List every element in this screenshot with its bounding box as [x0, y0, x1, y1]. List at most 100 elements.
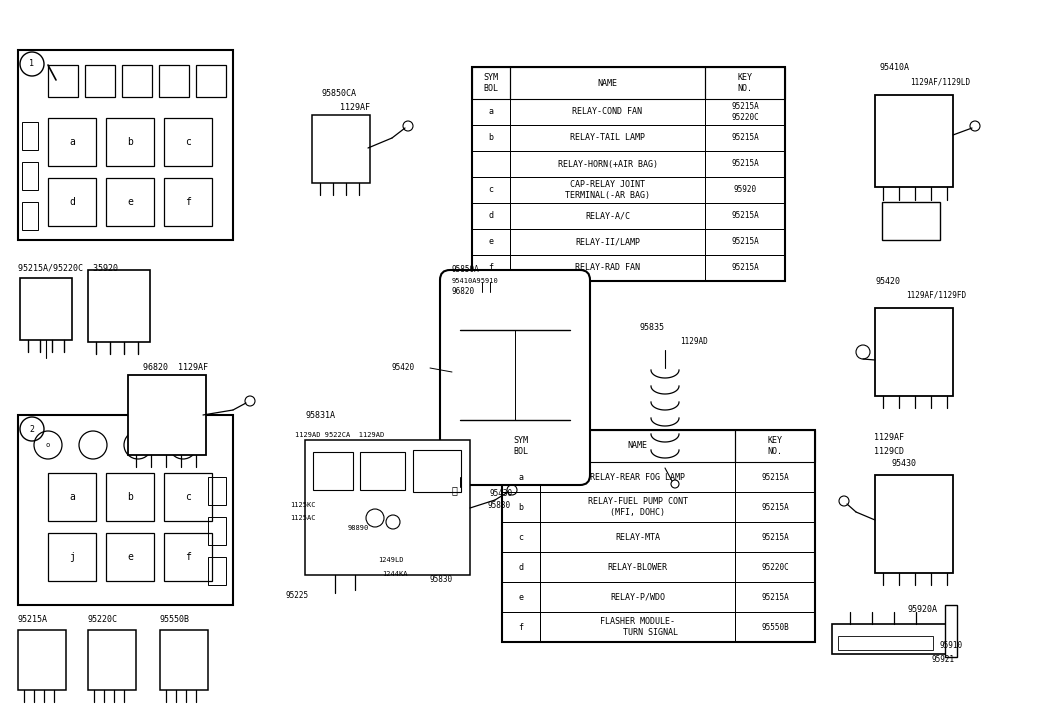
Text: 1129AD 9522CA  1129AD: 1129AD 9522CA 1129AD — [296, 432, 384, 438]
Text: j: j — [69, 552, 74, 562]
Text: 95215A/95220C  35920: 95215A/95220C 35920 — [18, 263, 118, 273]
Bar — [164, 118, 212, 166]
Text: 95850A: 95850A — [452, 265, 479, 275]
Text: RELAY-MTA: RELAY-MTA — [615, 532, 660, 542]
Text: RELAY-COND FAN: RELAY-COND FAN — [573, 108, 642, 116]
Text: RELAY-FUEL PUMP CONT
(MFI, DOHC): RELAY-FUEL PUMP CONT (MFI, DOHC) — [588, 497, 688, 517]
Text: a: a — [69, 137, 74, 147]
Text: RELAY-BLOWER: RELAY-BLOWER — [607, 563, 668, 571]
Text: 1129AD: 1129AD — [680, 337, 708, 347]
Text: 1129AF: 1129AF — [340, 103, 370, 111]
Bar — [48, 533, 96, 581]
Bar — [208, 557, 226, 585]
Bar — [735, 612, 815, 642]
Text: 1129AF: 1129AF — [874, 433, 904, 443]
Bar — [510, 255, 705, 281]
Text: 95410A95910: 95410A95910 — [452, 278, 499, 284]
Text: 95215A: 95215A — [731, 263, 759, 273]
Text: SYM
BOL: SYM BOL — [513, 436, 528, 456]
Bar — [705, 229, 784, 255]
Bar — [48, 118, 96, 166]
Bar — [510, 99, 705, 125]
Text: ①: ① — [451, 485, 457, 495]
Text: 1129AF/1129FD: 1129AF/1129FD — [906, 291, 966, 300]
Bar — [540, 522, 735, 552]
Text: a: a — [69, 492, 74, 502]
Bar — [502, 492, 540, 522]
Text: 95850CA: 95850CA — [322, 89, 357, 97]
Text: RELAY-TAIL LAMP: RELAY-TAIL LAMP — [570, 134, 645, 142]
Bar — [735, 582, 815, 612]
Text: 1129CD: 1129CD — [874, 448, 904, 457]
Bar — [705, 67, 784, 99]
Bar — [164, 178, 212, 226]
Bar — [360, 452, 405, 490]
Bar — [122, 65, 152, 97]
FancyBboxPatch shape — [440, 270, 590, 485]
Bar — [472, 67, 510, 99]
Text: 95921: 95921 — [932, 656, 956, 664]
Text: e: e — [128, 197, 133, 207]
Bar — [472, 203, 510, 229]
Bar — [472, 177, 510, 203]
Text: d: d — [489, 212, 493, 220]
Bar — [502, 582, 540, 612]
Bar — [502, 522, 540, 552]
Bar — [705, 203, 784, 229]
Bar — [882, 202, 940, 240]
Bar — [510, 151, 705, 177]
Text: 98890: 98890 — [348, 525, 369, 531]
Text: c: c — [185, 137, 191, 147]
Text: 95835: 95835 — [640, 324, 665, 332]
Text: RELAY-REAR FOG LAMP: RELAY-REAR FOG LAMP — [590, 473, 685, 481]
Text: 95215A: 95215A — [731, 134, 759, 142]
Bar — [540, 582, 735, 612]
Text: 95910: 95910 — [940, 641, 963, 651]
Bar — [705, 177, 784, 203]
Bar — [161, 630, 208, 690]
Text: 95550B: 95550B — [161, 616, 190, 624]
Bar — [735, 430, 815, 462]
Bar — [313, 115, 370, 183]
Text: RELAY-P/WDO: RELAY-P/WDO — [610, 593, 665, 601]
Bar — [510, 229, 705, 255]
Bar — [502, 462, 540, 492]
Bar — [838, 636, 933, 650]
Bar — [106, 533, 154, 581]
Bar — [875, 308, 954, 396]
Bar — [20, 278, 72, 340]
Bar — [735, 462, 815, 492]
Bar — [48, 178, 96, 226]
Bar — [22, 162, 38, 190]
Bar — [128, 375, 206, 455]
Bar — [305, 440, 470, 575]
Bar — [510, 125, 705, 151]
Bar — [88, 630, 136, 690]
Text: RELAY-HORN(+AIR BAG): RELAY-HORN(+AIR BAG) — [557, 159, 658, 169]
Bar — [18, 50, 233, 240]
Bar — [208, 477, 226, 505]
Text: 1244KA: 1244KA — [382, 571, 407, 577]
Text: 1249LD: 1249LD — [378, 557, 404, 563]
Text: f: f — [185, 197, 191, 207]
Text: 96820: 96820 — [452, 286, 475, 295]
Bar — [735, 522, 815, 552]
Bar — [472, 255, 510, 281]
Bar — [159, 65, 189, 97]
Bar — [832, 624, 950, 654]
Text: SYM
BOL: SYM BOL — [484, 73, 499, 93]
Bar — [510, 177, 705, 203]
Bar — [510, 203, 705, 229]
Text: CAP-RELAY JOINT
TERMINAL(-AR BAG): CAP-RELAY JOINT TERMINAL(-AR BAG) — [566, 180, 649, 200]
Bar — [540, 612, 735, 642]
Bar — [472, 151, 510, 177]
Bar — [540, 552, 735, 582]
Text: a: a — [519, 473, 523, 481]
Bar — [22, 122, 38, 150]
Text: RELAY-II/LAMP: RELAY-II/LAMP — [575, 238, 640, 246]
Bar — [502, 430, 540, 462]
Bar — [18, 415, 233, 605]
Text: 95215A: 95215A — [731, 238, 759, 246]
Bar — [106, 473, 154, 521]
Text: 95215A: 95215A — [761, 532, 789, 542]
